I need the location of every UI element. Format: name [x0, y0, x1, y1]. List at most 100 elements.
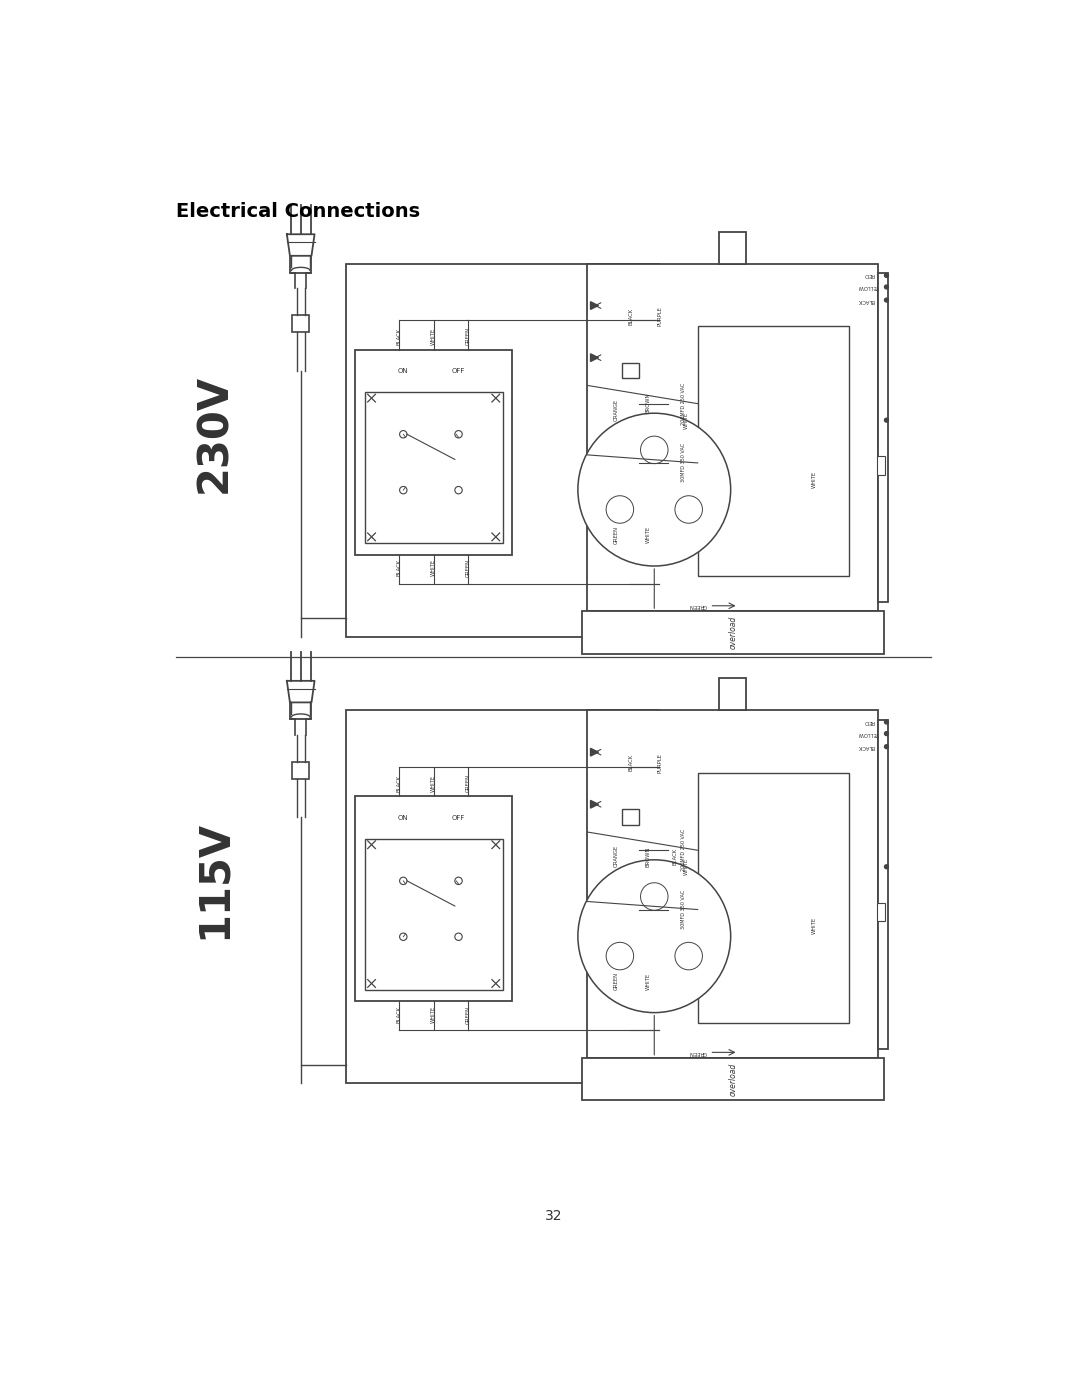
Bar	[582, 610, 885, 654]
Text: 30MFD 350 VAC: 30MFD 350 VAC	[680, 443, 686, 482]
Bar	[719, 678, 746, 711]
Text: GREEN: GREEN	[465, 327, 471, 345]
Text: BLACK: BLACK	[396, 1006, 402, 1023]
Text: BLACK: BLACK	[672, 848, 677, 865]
Text: RED: RED	[863, 719, 874, 724]
Circle shape	[455, 933, 462, 940]
Text: PURPLE: PURPLE	[658, 306, 663, 326]
Text: GREEN: GREEN	[689, 604, 706, 608]
Circle shape	[578, 414, 731, 566]
Text: ON: ON	[397, 814, 408, 821]
Text: BLACK: BLACK	[629, 754, 634, 771]
Bar	[355, 349, 512, 555]
Text: WHITE: WHITE	[431, 1006, 436, 1023]
Text: ON: ON	[397, 369, 408, 374]
Bar	[698, 327, 849, 577]
Text: WHITE: WHITE	[684, 412, 689, 429]
Text: WHITE: WHITE	[811, 471, 816, 488]
Polygon shape	[591, 800, 598, 807]
Text: overload: overload	[729, 616, 738, 650]
Text: BLACK: BLACK	[396, 774, 402, 792]
Circle shape	[400, 933, 407, 940]
Circle shape	[400, 486, 407, 495]
Text: BROWN: BROWN	[646, 393, 651, 414]
Bar	[877, 455, 885, 475]
Circle shape	[455, 430, 462, 437]
Text: 200MFD 250 VAC: 200MFD 250 VAC	[680, 830, 686, 872]
Text: GREEN: GREEN	[615, 525, 619, 543]
Polygon shape	[591, 353, 598, 362]
Bar	[669, 888, 698, 930]
Circle shape	[640, 883, 669, 911]
Circle shape	[885, 285, 889, 289]
Text: ORANGE: ORANGE	[615, 845, 619, 868]
Circle shape	[675, 943, 702, 970]
Text: WHITE: WHITE	[431, 774, 436, 792]
Text: WHITE: WHITE	[684, 858, 689, 876]
Polygon shape	[591, 302, 598, 309]
Bar	[293, 761, 309, 778]
Text: GREEN: GREEN	[689, 1051, 706, 1055]
Text: WHITE: WHITE	[646, 527, 651, 543]
Bar	[346, 711, 659, 1083]
Bar	[588, 264, 878, 610]
Circle shape	[885, 274, 889, 278]
Text: WHITE: WHITE	[431, 559, 436, 577]
Circle shape	[885, 418, 889, 422]
Text: 32: 32	[544, 1210, 563, 1224]
Text: WHITE: WHITE	[431, 328, 436, 345]
Circle shape	[606, 943, 634, 970]
Text: 30MFD 350 VAC: 30MFD 350 VAC	[680, 890, 686, 929]
Circle shape	[885, 865, 889, 869]
Bar	[582, 1058, 885, 1099]
Polygon shape	[591, 749, 598, 756]
Bar	[669, 828, 698, 872]
Bar	[878, 274, 888, 602]
Text: GREEN: GREEN	[465, 559, 471, 577]
Bar	[719, 232, 746, 264]
Circle shape	[606, 496, 634, 524]
Bar	[355, 796, 512, 1002]
Text: BROWN: BROWN	[646, 847, 651, 866]
Text: overload: overload	[729, 1062, 738, 1095]
Text: BLACK: BLACK	[858, 745, 875, 749]
Text: 115V: 115V	[193, 820, 235, 939]
Text: OFF: OFF	[451, 814, 465, 821]
Text: 230V: 230V	[193, 374, 235, 493]
Circle shape	[455, 877, 462, 884]
Text: Electrical Connections: Electrical Connections	[176, 203, 420, 221]
Text: BLACK: BLACK	[396, 328, 402, 345]
Text: GREEN: GREEN	[615, 972, 619, 990]
Text: BLACK: BLACK	[629, 307, 634, 324]
Circle shape	[400, 430, 407, 437]
Bar	[293, 316, 309, 332]
Text: OFF: OFF	[451, 369, 465, 374]
Bar	[365, 393, 502, 543]
Bar	[622, 809, 638, 824]
Text: WHITE: WHITE	[646, 972, 651, 990]
Circle shape	[400, 877, 407, 884]
Bar	[698, 773, 849, 1023]
Bar	[669, 383, 698, 425]
Circle shape	[885, 745, 889, 749]
Text: ORANGE: ORANGE	[615, 398, 619, 420]
Text: RED: RED	[863, 272, 874, 277]
Bar	[877, 902, 885, 921]
Circle shape	[578, 859, 731, 1013]
Circle shape	[455, 486, 462, 495]
Bar	[588, 711, 878, 1058]
Bar	[346, 264, 659, 637]
Text: GREEN: GREEN	[465, 774, 471, 792]
Circle shape	[885, 298, 889, 302]
Text: BLACK: BLACK	[396, 559, 402, 577]
Text: YELLOW: YELLOW	[858, 285, 879, 289]
Text: WHITE: WHITE	[811, 918, 816, 935]
Text: BLACK: BLACK	[858, 298, 875, 303]
Bar	[365, 838, 502, 989]
Text: GREEN: GREEN	[465, 1006, 471, 1024]
Text: PURPLE: PURPLE	[658, 753, 663, 773]
Text: 200MFD 250 VAC: 200MFD 250 VAC	[680, 383, 686, 425]
Circle shape	[640, 436, 669, 464]
Bar	[622, 363, 638, 379]
Circle shape	[885, 719, 889, 724]
